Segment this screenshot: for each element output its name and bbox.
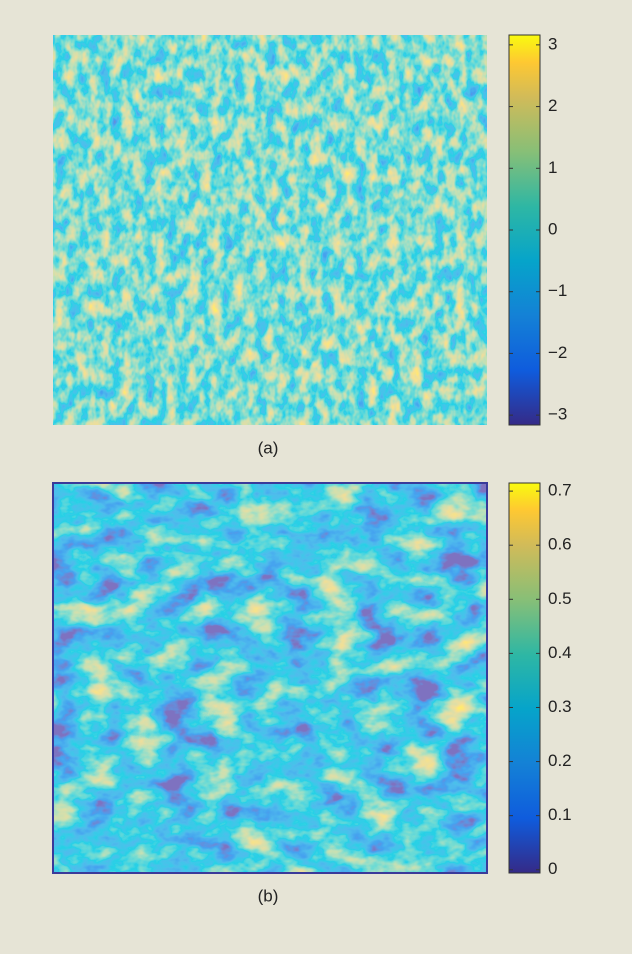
colorbar-tick-label: 2	[548, 96, 557, 115]
colorbar-tick-label: −2	[548, 343, 567, 362]
phase-image	[53, 35, 487, 425]
colorbar-tick-label: 0.2	[548, 751, 572, 770]
colorbar-tick-label: −1	[548, 281, 567, 300]
colorbar-tick-label: 0.6	[548, 535, 572, 554]
colorbar-tick-label: −3	[548, 405, 567, 424]
image-frame	[52, 482, 488, 874]
colorbar	[508, 482, 541, 874]
colorbar-tick-label: 0.7	[548, 481, 572, 500]
colorbar-tick-label: 0.5	[548, 589, 572, 608]
colorbar-tick-label: 0	[548, 219, 557, 238]
colorbar-tick-label: 0	[548, 859, 557, 878]
colorbar-tick-label: 3	[548, 34, 557, 53]
colorbar-tick-label: 0.3	[548, 697, 572, 716]
colorbar-tick-label: 0.4	[548, 643, 572, 662]
panel-caption: (a)	[258, 438, 279, 457]
panel-caption: (b)	[258, 886, 279, 905]
colorbar-tick-label: 1	[548, 158, 557, 177]
colorbar-tick-label: 0.1	[548, 805, 572, 824]
colorbar	[508, 34, 541, 426]
coherence-image	[53, 483, 487, 873]
